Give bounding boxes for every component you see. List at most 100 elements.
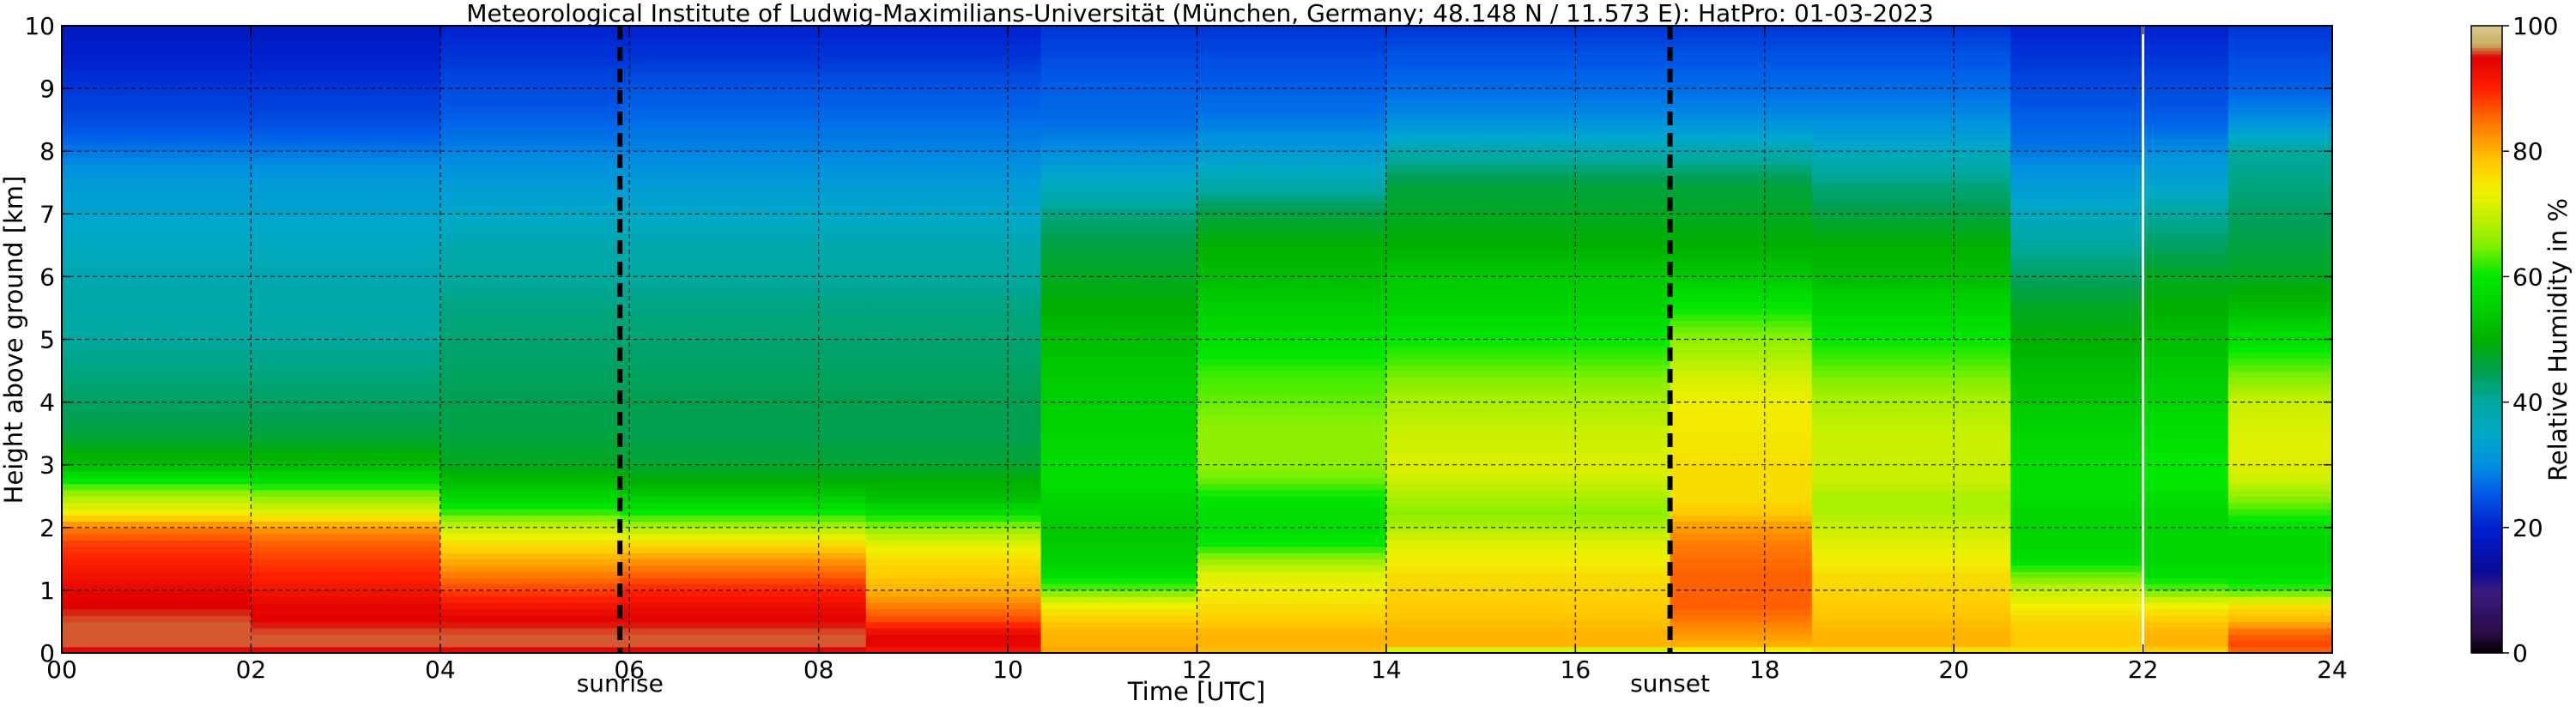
heat-cell (62, 615, 252, 623)
colorbar-cell (2471, 129, 2502, 133)
heat-cell (1197, 439, 1387, 447)
heat-cell (251, 377, 441, 384)
heat-cell (62, 589, 252, 597)
heat-cell (620, 565, 867, 572)
colorbar-cell (2471, 589, 2502, 595)
heat-cell (865, 396, 1042, 403)
heat-cell (620, 515, 867, 523)
heat-cell (2010, 251, 2144, 259)
heat-cell (1040, 94, 1198, 102)
heat-cell (62, 51, 252, 58)
heat-cell (251, 138, 441, 146)
colorbar-cell (2471, 424, 2502, 428)
heat-cell (1197, 534, 1387, 541)
heat-cell (62, 26, 252, 33)
colorbar-cell (2471, 63, 2502, 68)
heat-cell (2143, 345, 2229, 353)
heat-cell (2227, 239, 2333, 246)
colorbar-cell (2471, 335, 2502, 341)
colorbar-cell (2471, 634, 2502, 638)
heat-cell (1811, 76, 2011, 83)
heat-cell (439, 515, 621, 523)
heat-cell (2143, 546, 2229, 553)
heat-cell (1040, 364, 1198, 372)
heat-cell (1811, 521, 2011, 529)
heat-cell (1670, 226, 1813, 233)
heat-cell (1385, 577, 1671, 585)
heat-cell (2227, 345, 2333, 353)
heat-cell (2010, 307, 2144, 315)
heat-cell (2227, 233, 2333, 240)
heat-cell (2227, 326, 2333, 334)
heat-cell (1811, 170, 2011, 178)
heat-cell (251, 276, 441, 284)
heat-cell (439, 88, 621, 96)
heat-cell (1670, 608, 1813, 616)
colorbar-cell (2471, 51, 2502, 55)
heat-cell (620, 596, 867, 604)
heat-cell (62, 233, 252, 240)
heat-cell (2227, 26, 2333, 33)
heat-cell (620, 571, 867, 578)
heat-cell (1197, 477, 1387, 485)
heat-cell (1811, 515, 2011, 523)
heat-cell (620, 63, 867, 70)
y-axis-label: Height above ground [km] (0, 176, 28, 505)
heat-cell (439, 333, 621, 341)
heat-cell (62, 100, 252, 108)
heat-cell (1811, 138, 2011, 146)
heat-cell (2010, 88, 2144, 96)
heat-cell (865, 483, 1042, 491)
heat-cell (2143, 471, 2229, 478)
heat-cell (439, 245, 621, 252)
heat-cell (439, 138, 621, 146)
heat-cell (2143, 527, 2229, 535)
colorbar-cell (2471, 517, 2502, 523)
heat-cell (251, 445, 441, 453)
heat-cell (865, 508, 1042, 516)
heat-cell (2227, 515, 2333, 523)
heat-cell (1040, 189, 1198, 196)
heat-cell (439, 157, 621, 165)
heat-cell (2010, 263, 2144, 271)
heat-cell (1811, 483, 2011, 491)
colorbar-cell (2471, 317, 2502, 322)
heat-cell (62, 377, 252, 384)
colorbar-cell (2471, 135, 2502, 140)
heat-cell (1197, 245, 1387, 252)
heat-cell (865, 445, 1042, 453)
heat-cell (439, 646, 621, 654)
heat-cell (1197, 63, 1387, 70)
heat-cell (1670, 364, 1813, 372)
colorbar-cell (2471, 521, 2502, 525)
heat-cell (2143, 289, 2229, 296)
heat-cell (439, 251, 621, 259)
heat-cell (620, 233, 867, 240)
heat-cell (251, 602, 441, 610)
heat-cell (439, 76, 621, 83)
heat-cell (1040, 615, 1198, 623)
heat-cell (620, 132, 867, 140)
colorbar-cell (2471, 455, 2502, 459)
colorbar-cell (2471, 468, 2502, 472)
heat-cell (2227, 307, 2333, 315)
heat-cell (62, 471, 252, 478)
heat-cell (251, 107, 441, 114)
heat-cell (251, 182, 441, 190)
heat-cell (1811, 333, 2011, 341)
colorbar-cell (2471, 562, 2502, 566)
heat-cell (2227, 151, 2333, 159)
heat-cell (1040, 464, 1198, 472)
colorbar-cell (2471, 292, 2502, 296)
heat-cell (865, 132, 1042, 140)
heat-cell (620, 26, 867, 33)
heat-cell (62, 414, 252, 422)
heat-cell (1670, 534, 1813, 541)
heat-cell (1385, 263, 1671, 271)
colorbar-cell (2471, 88, 2502, 93)
heat-cell (1040, 326, 1198, 334)
heat-cell (1040, 414, 1198, 422)
heat-cell (62, 553, 252, 559)
heat-cell (1040, 426, 1198, 434)
